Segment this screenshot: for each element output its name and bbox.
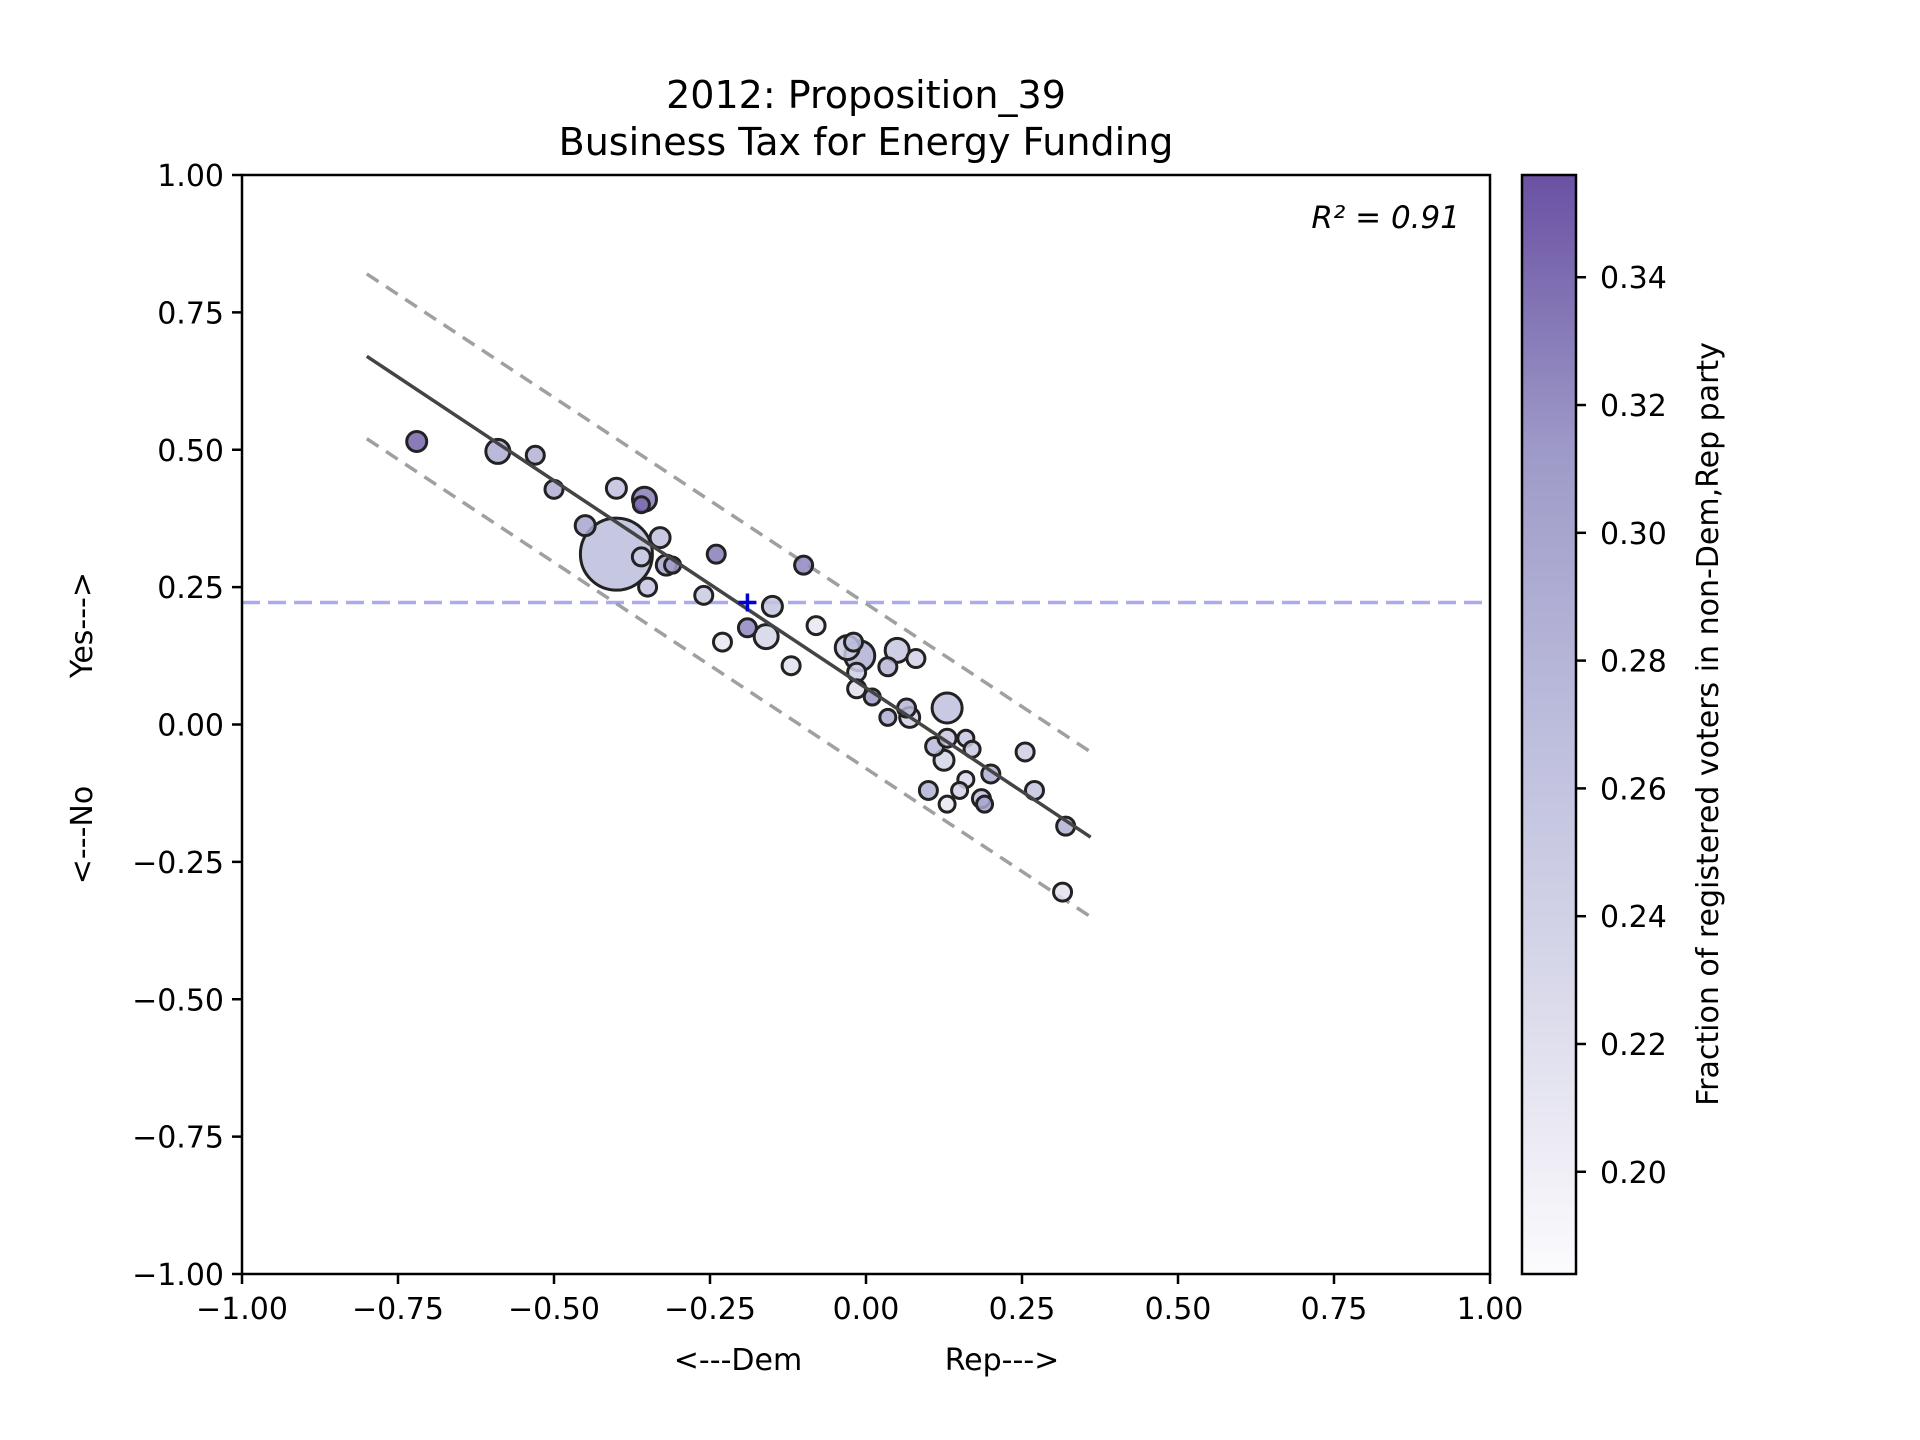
- y-tick-label: −0.50: [132, 983, 224, 1018]
- y-tick-label: 0.25: [157, 571, 224, 606]
- y-tick-label: −1.00: [132, 1258, 224, 1293]
- data-point: [573, 514, 597, 538]
- data-point: [930, 691, 964, 725]
- band-layer: [365, 272, 1092, 919]
- data-point: [711, 631, 733, 653]
- data-point: [631, 495, 651, 515]
- colorbar-tick-label: 0.32: [1600, 389, 1667, 424]
- x-tick-label: 0.25: [989, 1292, 1056, 1327]
- y-tick-label: 0.50: [157, 434, 224, 469]
- x-tick-label: 0.75: [1301, 1292, 1368, 1327]
- y-tick-label: 0.75: [157, 296, 224, 331]
- x-tick-label: 0.50: [1145, 1292, 1212, 1327]
- colorbar-tick-label: 0.20: [1600, 1156, 1667, 1191]
- y-axis: −1.00 −0.75 −0.50 −0.25 0.00 0.25 0.50 0.75 1.00: [132, 159, 242, 1293]
- data-point: [524, 444, 546, 466]
- data-point: [630, 546, 652, 568]
- x-tick-label: 1.00: [1457, 1292, 1524, 1327]
- data-point: [705, 543, 727, 565]
- y-tick-label: 0.00: [157, 709, 224, 744]
- x-axis-label-dem: <---Dem: [674, 1343, 802, 1378]
- fit-layer: [365, 354, 1092, 839]
- data-point: [950, 780, 970, 800]
- x-tick-label: −0.75: [352, 1292, 444, 1327]
- data-point: [843, 631, 865, 653]
- fit-line: [365, 354, 1092, 839]
- x-axis-label-rep: Rep--->: [945, 1343, 1060, 1378]
- data-point: [760, 594, 784, 618]
- points-layer: [405, 430, 1077, 903]
- data-point: [780, 655, 802, 677]
- chart-title-line-2: Business Tax for Energy Funding: [559, 120, 1174, 164]
- data-point: [805, 615, 827, 637]
- colorbar: [1520, 173, 1578, 1276]
- colorbar-axis: 0.20 0.22 0.24 0.26 0.28 0.30 0.32 0.34: [1576, 261, 1667, 1191]
- colorbar-tick-label: 0.28: [1600, 645, 1667, 680]
- data-point: [1014, 741, 1036, 763]
- x-tick-label: −0.50: [508, 1292, 600, 1327]
- data-point: [793, 554, 815, 576]
- data-point: [917, 779, 939, 801]
- data-point: [878, 707, 898, 727]
- reference-marker: [738, 593, 757, 612]
- colorbar-label: Fraction of registered voters in non-Dem…: [1691, 342, 1726, 1106]
- lower-band-line: [365, 437, 1092, 919]
- y-axis-label-yes: Yes--->: [65, 572, 100, 679]
- x-axis: −1.00 −0.75 −0.50 −0.25 0.00 0.25 0.50 0.75 1.00: [196, 1274, 1523, 1327]
- colorbar-tick-label: 0.34: [1600, 261, 1667, 296]
- colorbar-tick-label: 0.24: [1600, 900, 1667, 935]
- data-point: [405, 430, 429, 454]
- data-point: [905, 648, 927, 670]
- x-tick-label: 0.00: [833, 1292, 900, 1327]
- r-squared-annotation: R² = 0.91: [1311, 200, 1460, 236]
- data-point: [693, 584, 715, 606]
- data-point: [604, 476, 628, 500]
- data-point: [877, 656, 899, 678]
- data-point: [752, 623, 780, 651]
- y-tick-label: −0.75: [132, 1121, 224, 1156]
- data-point: [648, 526, 672, 550]
- chart-title-line-1: 2012: Proposition_39: [666, 73, 1066, 117]
- colorbar-tick-label: 0.30: [1600, 517, 1667, 552]
- colorbar-tick-label: 0.22: [1600, 1028, 1667, 1063]
- data-point: [1052, 881, 1074, 903]
- data-point: [637, 576, 659, 598]
- data-point: [937, 794, 957, 814]
- y-axis-label-no: <---No: [65, 786, 100, 884]
- plot-frame: [240, 173, 1492, 1276]
- data-point: [975, 794, 995, 814]
- data-point: [736, 617, 758, 639]
- x-tick-label: −1.00: [196, 1292, 288, 1327]
- upper-band-line: [365, 272, 1092, 754]
- y-tick-label: −0.25: [132, 846, 224, 881]
- x-tick-label: −0.25: [664, 1292, 756, 1327]
- y-tick-label: 1.00: [157, 159, 224, 194]
- colorbar-tick-label: 0.26: [1600, 772, 1667, 807]
